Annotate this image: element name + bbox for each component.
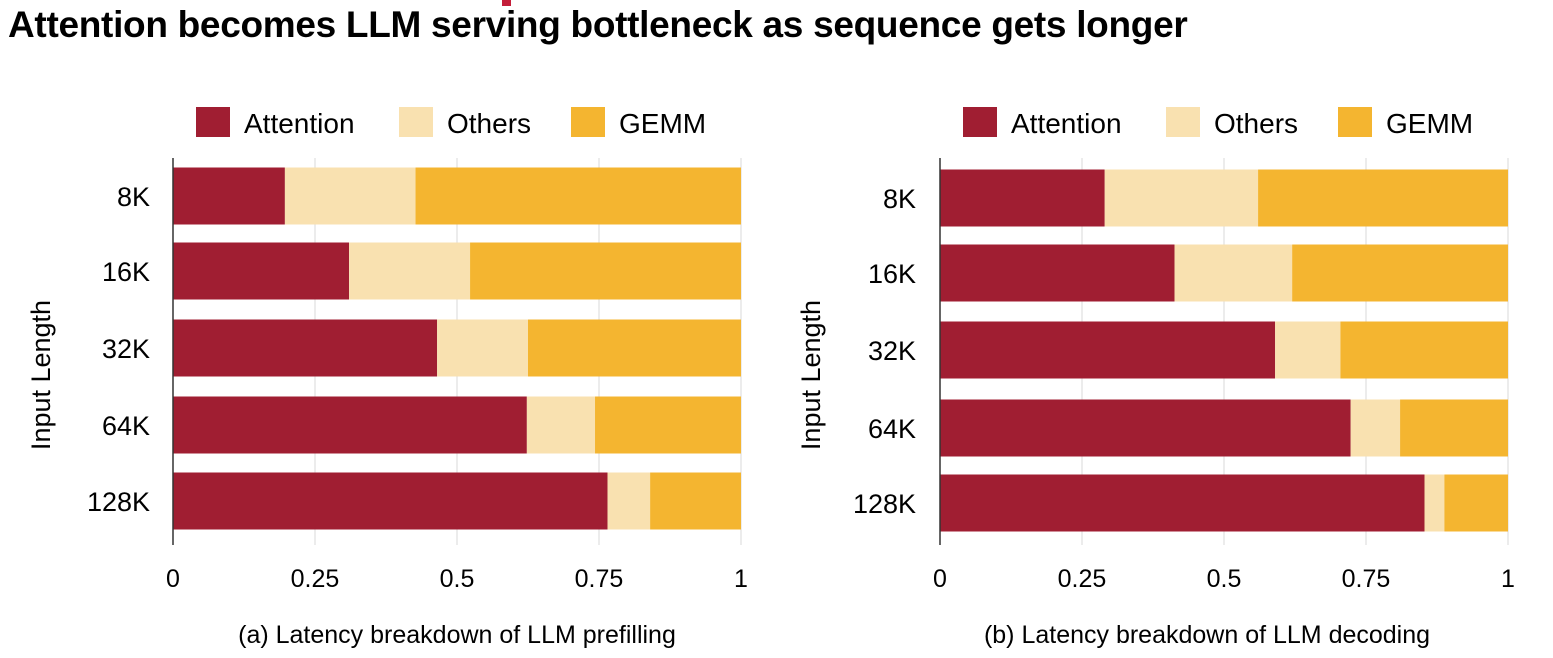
chart-caption: (b) Latency breakdown of LLM decoding: [984, 621, 1430, 649]
bar-others-64k: [1350, 399, 1401, 457]
x-tick-label: 0.25: [1058, 565, 1107, 593]
bar-others-16k: [349, 242, 471, 300]
legend-label-gemm: GEMM: [1386, 108, 1473, 139]
bar-attention-8k: [940, 169, 1105, 227]
y-tick-label: 128K: [853, 489, 916, 519]
bar-gemm-32k: [1340, 321, 1508, 379]
y-tick-label: 64K: [102, 411, 150, 441]
legend-label-gemm: GEMM: [619, 108, 706, 139]
x-tick-label: 0.25: [291, 565, 340, 593]
bar-others-16k: [1174, 244, 1293, 302]
y-tick-label: 32K: [102, 334, 150, 364]
chart-panel-b: 8K 16K 32K 64K 128K 0 0.25 0.5 0.75 1 Input Length…: [796, 107, 1515, 649]
legend-label-attention: Attention: [1011, 108, 1122, 139]
y-tick-label: 8K: [883, 184, 916, 214]
bar-others-32k: [1275, 321, 1341, 379]
bar-gemm-32k: [528, 319, 741, 377]
x-tick-label: 1: [1501, 565, 1515, 593]
bar-attention-128k: [173, 472, 608, 530]
bar-others-32k: [437, 319, 528, 377]
bar-attention-8k: [173, 167, 285, 225]
bar-attention-32k: [940, 321, 1276, 379]
bar-gemm-16k: [470, 242, 741, 300]
y-tick-label: 8K: [117, 182, 150, 212]
chart-panel-a: 8K 16K 32K 64K 128K 0 0.25 0.5 0.75 1 Input Length…: [26, 107, 748, 649]
bar-others-64k: [526, 396, 596, 454]
legend-swatch-gemm: [571, 107, 605, 137]
bar-attention-16k: [173, 242, 350, 300]
bar-gemm-8k: [1258, 169, 1508, 227]
x-tick-label: 0: [166, 565, 180, 593]
x-tick-label: 0.5: [1207, 565, 1242, 593]
legend-swatch-attention: [196, 107, 230, 137]
legend-swatch-gemm: [1338, 107, 1372, 137]
bar-attention-16k: [940, 244, 1175, 302]
bar-gemm-8k: [415, 167, 741, 225]
bar-others-128k: [607, 472, 651, 530]
bar-gemm-64k: [595, 396, 741, 454]
y-axis-label: Input Length: [26, 300, 56, 450]
accent-mark: [502, 0, 511, 6]
chart-caption: (a) Latency breakdown of LLM prefilling: [238, 621, 676, 649]
bar-attention-64k: [940, 399, 1351, 457]
legend-label-others: Others: [447, 108, 531, 139]
y-tick-label: 16K: [868, 259, 916, 289]
x-tick-label: 0.5: [440, 565, 475, 593]
legend-label-attention: Attention: [244, 108, 355, 139]
y-axis-label: Input Length: [796, 300, 826, 450]
bar-attention-64k: [173, 396, 527, 454]
legend-label-others: Others: [1214, 108, 1298, 139]
y-tick-label: 128K: [87, 487, 150, 517]
bar-gemm-128k: [1444, 474, 1508, 532]
y-tick-label: 32K: [868, 336, 916, 366]
bar-gemm-16k: [1292, 244, 1508, 302]
bar-others-8k: [1104, 169, 1259, 227]
bar-gemm-64k: [1400, 399, 1508, 457]
legend-swatch-attention: [963, 107, 997, 137]
x-tick-label: 0: [933, 565, 947, 593]
y-tick-label: 16K: [102, 257, 150, 287]
bar-others-128k: [1424, 474, 1445, 532]
bar-gemm-128k: [650, 472, 741, 530]
x-tick-label: 1: [734, 565, 748, 593]
bar-attention-128k: [940, 474, 1425, 532]
legend-swatch-others: [399, 107, 433, 137]
y-tick-label: 64K: [868, 414, 916, 444]
chart-title: Attention becomes LLM serving bottleneck…: [8, 4, 1188, 45]
bar-others-8k: [284, 167, 416, 225]
bar-attention-32k: [173, 319, 438, 377]
x-tick-label: 0.75: [575, 565, 624, 593]
x-tick-label: 0.75: [1342, 565, 1391, 593]
legend-swatch-others: [1166, 107, 1200, 137]
